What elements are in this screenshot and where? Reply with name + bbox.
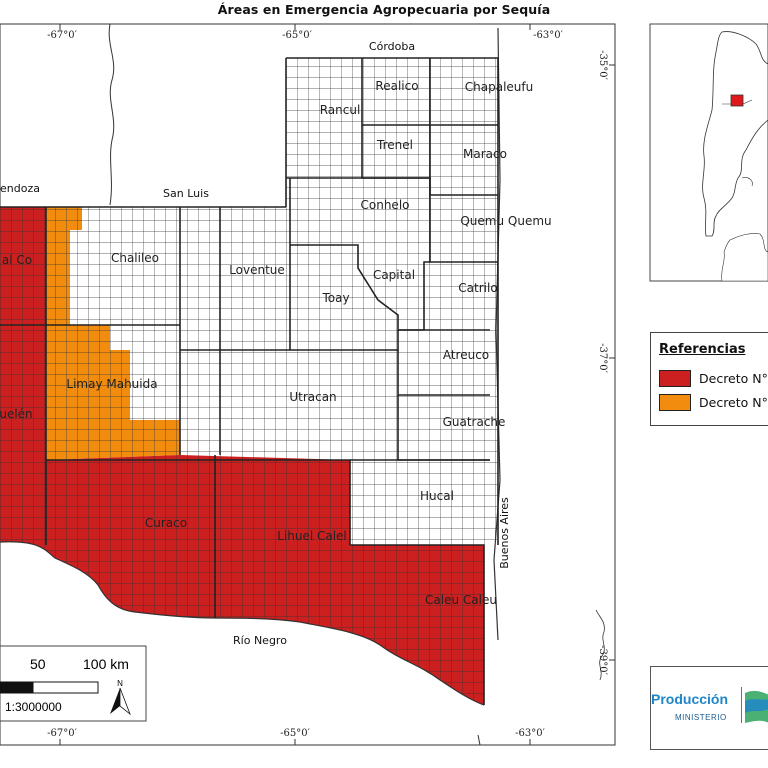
coord-top-1: -67°0′ — [47, 30, 77, 41]
dept-label-catrilo: Catrilo — [458, 281, 497, 295]
mendoza-sanluis-boundary — [108, 24, 115, 206]
dept-label-caleu-caleu: Caleu Caleu — [425, 593, 497, 607]
province-label-buenos-aires: Buenos Aires — [498, 497, 511, 569]
non-emergency-area-west — [70, 207, 180, 455]
coord-bottom-1: -67°0′ — [47, 728, 77, 739]
dept-label-atreuco: Atreuco — [443, 348, 489, 362]
logo-ministerio-text: MINISTERIO — [675, 713, 727, 722]
dept-label-hucal: Hucal — [420, 489, 454, 503]
coord-top-2: -65°0′ — [282, 30, 312, 41]
coord-right-1: -35°0′ — [597, 50, 608, 80]
coord-right-2: -37°0′ — [597, 343, 608, 373]
dept-label-curaco: Curaco — [145, 516, 187, 530]
dept-label-chical-co: al Co — [2, 253, 32, 267]
logo-produccion-text: Producción — [651, 691, 729, 707]
dept-label-loventue: Loventue — [229, 263, 285, 277]
la-pampa-locator-highlight — [730, 94, 744, 107]
argentina-outline — [702, 31, 768, 237]
dept-label-puelen: uelén — [0, 407, 33, 421]
coord-bottom-2: -65°0′ — [280, 728, 310, 739]
dept-label-maraco: Maraco — [463, 147, 507, 161]
dept-label-trenel: Trenel — [376, 138, 413, 152]
coord-right-3: -39°0′ — [597, 645, 608, 675]
dept-label-toay: Toay — [321, 291, 349, 305]
dept-label-capital: Capital — [373, 268, 415, 282]
logo-emblem-icon — [745, 690, 768, 723]
north-arrow-icon — [110, 688, 120, 714]
non-emergency-area — [180, 58, 498, 545]
dept-label-lihuel-calel: Lihuel Calel — [277, 529, 347, 543]
province-label-rio-negro: Río Negro — [233, 634, 287, 647]
dept-label-rancul: Rancul — [320, 103, 361, 117]
logo-panel: Producción MINISTERIO — [650, 666, 768, 750]
dept-label-conhelo: Conhelo — [361, 198, 410, 212]
legend-swatch-red — [659, 369, 691, 387]
scale-label-50: 50 — [30, 656, 46, 672]
legend-item-orange: Decreto N° — [659, 393, 768, 411]
legend-panel: Referencias Decreto N° Decreto N° — [650, 332, 768, 426]
province-label-san-luis: San Luis — [163, 187, 209, 200]
north-arrow-label: N — [117, 679, 123, 688]
dept-label-chapaleufu: Chapaleufu — [465, 80, 533, 94]
logo-separator — [741, 687, 742, 723]
scale-segment-light — [32, 681, 99, 694]
legend-title: Referencias — [659, 342, 746, 357]
legend-label-red: Decreto N° — [699, 370, 768, 386]
dept-label-realico: Realico — [375, 79, 418, 93]
antarctic-sector-outline — [721, 233, 768, 282]
dept-label-utracan: Utracan — [289, 390, 336, 404]
dept-label-limay-mahuida: Limay Mahuida — [66, 377, 157, 391]
province-label-mendoza: endoza — [0, 182, 40, 195]
rio-negro-boundary — [0, 541, 485, 706]
coord-bottom-3: -63°0′ — [515, 728, 545, 739]
dept-label-guatrache: Guatrache — [443, 415, 506, 429]
legend-swatch-orange — [659, 393, 691, 411]
department-boundaries — [0, 57, 499, 705]
province-label-cordoba: Córdoba — [369, 40, 415, 53]
coastline — [595, 609, 605, 681]
map-title: Áreas en Emergencia Agropecuaria por Seq… — [217, 2, 551, 17]
graticule-ticks — [59, 24, 615, 745]
dept-label-quemu-quemu: Quemu Quemu — [460, 214, 551, 228]
scale-ratio: 1:3000000 — [5, 700, 62, 714]
dept-label-chalileo: Chalileo — [111, 251, 159, 265]
scale-segment-dark — [0, 681, 34, 694]
scale-label-100: 100 km — [83, 656, 129, 672]
legend-item-red: Decreto N° — [659, 369, 768, 387]
legend-label-orange: Decreto N° — [699, 394, 768, 410]
coord-top-3: -63°0′ — [533, 30, 563, 41]
